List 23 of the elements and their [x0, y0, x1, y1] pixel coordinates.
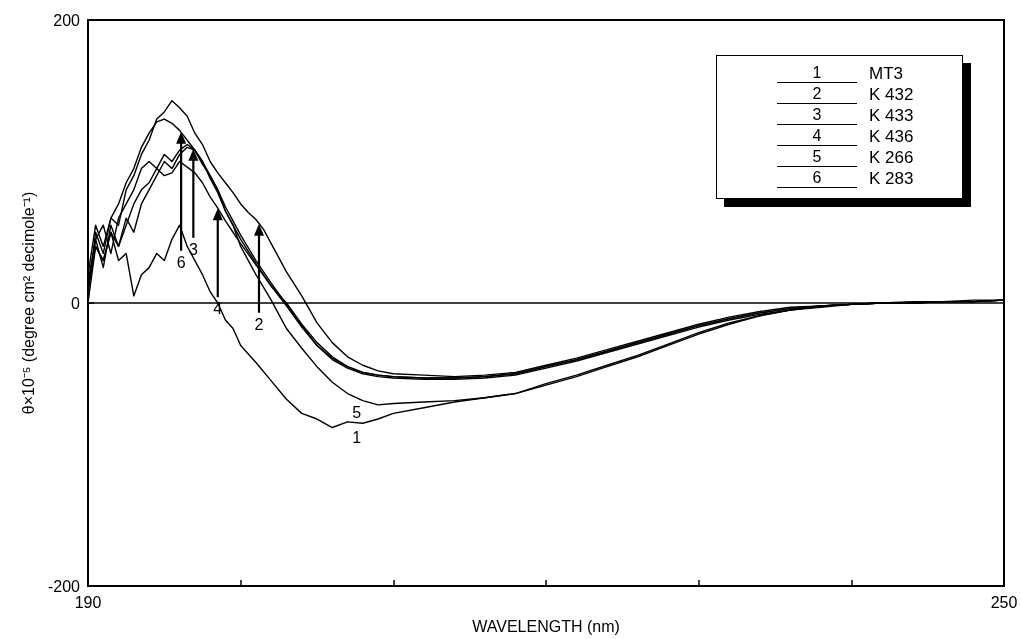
annotation: 2	[254, 315, 264, 333]
x-tick-label: 190	[74, 593, 102, 611]
annotation: 1	[352, 429, 362, 447]
x-tick-label: 250	[990, 593, 1018, 611]
text: 6	[812, 169, 822, 186]
x-axis-title: WAVELENGTH (nm)	[472, 617, 620, 635]
text: 1	[812, 64, 822, 81]
text: 4	[812, 127, 822, 144]
annotation: 5	[352, 403, 362, 421]
annotation: 6	[176, 253, 186, 271]
y-tick-label: -200	[47, 577, 81, 595]
legend-label: K 436	[869, 127, 914, 146]
text: 5	[812, 148, 822, 165]
text: 3	[812, 106, 822, 123]
y-tick-label: 200	[53, 11, 81, 29]
y-tick-label: 0	[71, 294, 81, 312]
y-axis-title: θ×10⁻⁵ (degree cm² decimole⁻¹)	[19, 191, 37, 415]
legend-label: K 432	[869, 85, 914, 104]
legend-label: K 266	[869, 148, 914, 167]
text: 2	[812, 85, 822, 102]
legend-label: MT3	[869, 64, 903, 83]
legend-label: K 433	[869, 106, 914, 125]
legend-label: K 283	[869, 169, 914, 188]
